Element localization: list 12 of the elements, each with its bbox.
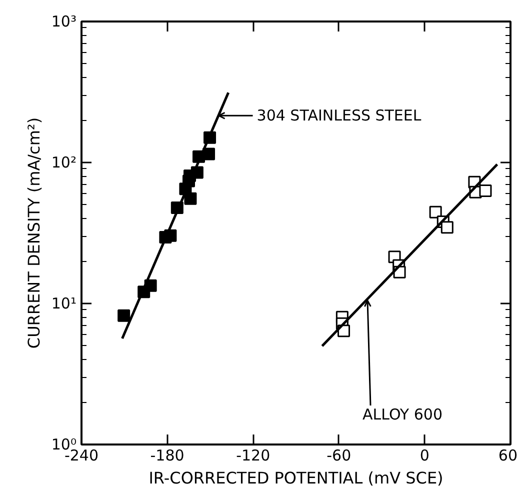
x-tick-label: 60 <box>498 446 517 464</box>
x-tick-label: -60 <box>326 446 352 464</box>
x-tick-label: -120 <box>236 446 270 464</box>
x-axis-title: IR-CORRECTED POTENTIAL (mV SCE) <box>148 468 444 488</box>
y-axis-title: CURRENT DENSITY (mA/cm²) <box>24 117 44 349</box>
annotation: ALLOY 600 <box>362 406 442 424</box>
annotation: 304 STAINLESS STEEL <box>256 106 422 125</box>
y-tick-label: 10² <box>51 154 77 172</box>
y-tick-label: 10¹ <box>51 294 77 312</box>
y-tick-label: 10³ <box>51 12 77 30</box>
x-tick-label: -180 <box>150 446 184 464</box>
x-tick-label: 0 <box>420 446 430 464</box>
